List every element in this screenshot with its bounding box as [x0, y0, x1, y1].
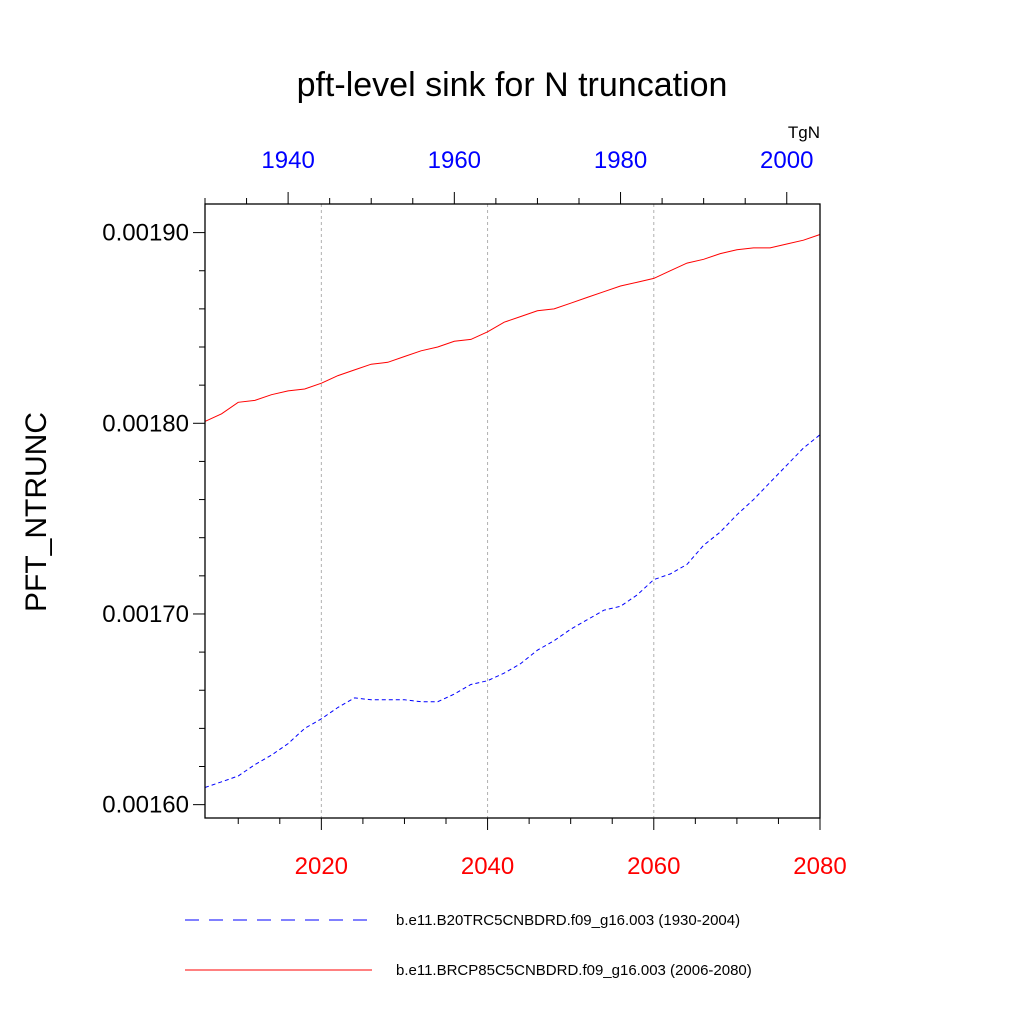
y-tick-label: 0.00170 [102, 601, 189, 628]
series-lines [204, 234, 821, 788]
units-label: TgN [788, 123, 820, 142]
plot-frame [204, 203, 821, 819]
grid-lines [320, 204, 655, 818]
x-top-tick-label: 1940 [261, 147, 314, 174]
legend-label: b.e11.BRCP85C5CNBDRD.f09_g16.003 (2006-2… [396, 962, 752, 979]
y-tick-label: 0.00180 [102, 410, 189, 437]
chart-title: pft-level sink for N truncation [297, 66, 728, 104]
x-bottom-tick-label: 2020 [295, 853, 348, 880]
x-bottom-tick-label: 2060 [627, 853, 680, 880]
legend-label: b.e11.B20TRC5CNBDRD.f09_g16.003 (1930-20… [396, 912, 740, 929]
y-tick-label: 0.00160 [102, 792, 189, 819]
axes: 0.00160 0.00170 0.00180 0.00190 2020 2040 2060… [102, 147, 846, 880]
legend: b.e11.B20TRC5CNBDRD.f09_g16.003 (1930-20… [185, 912, 752, 979]
y-tick-label: 0.00190 [102, 220, 189, 247]
x-bottom-tick-label: 2040 [461, 853, 514, 880]
y-axis-label: PFT_NTRUNC [20, 412, 53, 612]
x-bottom-tick-label: 2080 [793, 853, 846, 880]
x-top-tick-label: 2000 [760, 147, 813, 174]
series-line-0 [204, 434, 821, 788]
x-top-tick-label: 1960 [428, 147, 481, 174]
x-top-tick-label: 1980 [594, 147, 647, 174]
series-line-1 [204, 234, 821, 422]
